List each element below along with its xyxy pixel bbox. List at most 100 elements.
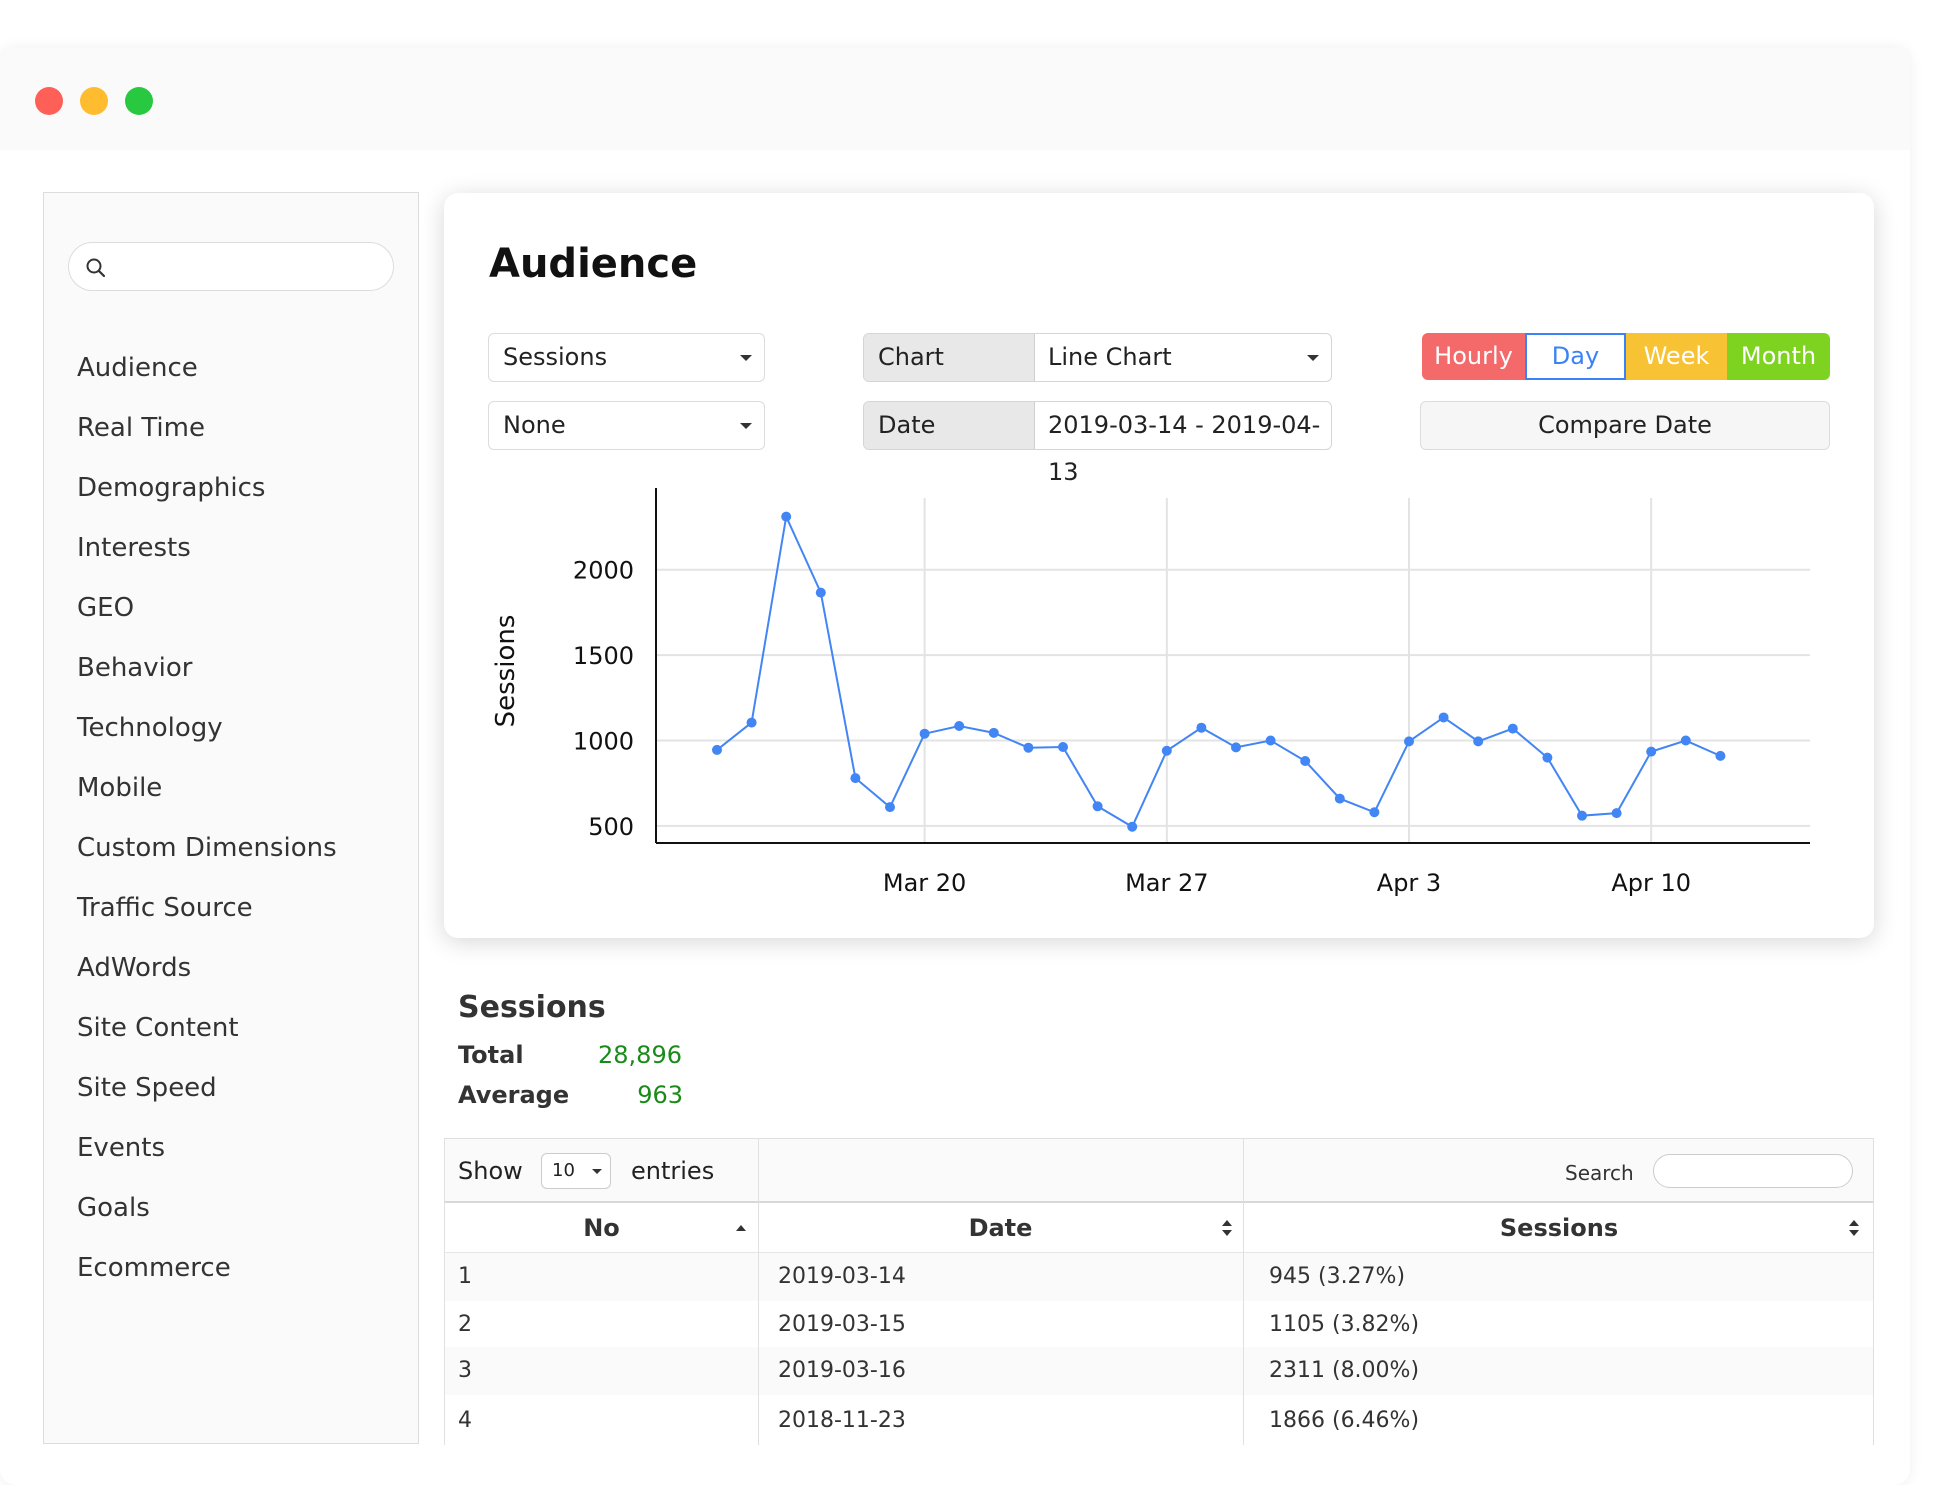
data-point <box>1161 745 1172 756</box>
sidebar-item-adwords[interactable]: AdWords <box>77 953 192 983</box>
sidebar-item-custom-dimensions[interactable]: Custom Dimensions <box>77 833 337 863</box>
table-search-label: Search <box>1565 1161 1634 1185</box>
chevron-down-icon <box>592 1169 602 1174</box>
table-row: 2 2019-03-15 1105 (3.82%) <box>445 1301 1873 1349</box>
data-point <box>1058 742 1068 753</box>
data-point <box>1577 810 1587 821</box>
row-date: 2019-03-15 <box>778 1312 906 1337</box>
y-tick-label: 500 <box>588 813 634 841</box>
sessions-table: Show 10 entries Search No Date Sessions … <box>444 1138 1874 1445</box>
data-point <box>1023 742 1034 753</box>
day-button[interactable]: Day <box>1525 333 1626 380</box>
search-icon <box>86 258 106 278</box>
data-point <box>885 802 895 813</box>
chart-type-select[interactable]: Line Chart <box>1048 343 1172 371</box>
chevron-down-icon <box>1307 355 1319 361</box>
column-header-date[interactable]: Date <box>758 1203 1243 1253</box>
table-toolbar: Show 10 entries Search <box>445 1139 1873 1203</box>
data-point <box>1646 746 1657 757</box>
data-point <box>1473 736 1484 747</box>
row-sessions: 1105 (3.82%) <box>1269 1312 1420 1337</box>
close-window-button[interactable] <box>35 87 63 115</box>
column-header-sessions[interactable]: Sessions <box>1243 1203 1873 1253</box>
sidebar-item-behavior[interactable]: Behavior <box>77 653 193 683</box>
row-sessions: 2311 (8.00%) <box>1269 1358 1420 1383</box>
chart-type-group: Chart Line Chart <box>863 333 1332 382</box>
sidebar-item-interests[interactable]: Interests <box>77 533 191 563</box>
data-point <box>1507 723 1518 734</box>
y-tick-label: 1000 <box>573 728 634 756</box>
entries-select[interactable]: 10 <box>541 1153 611 1189</box>
title-bar <box>0 48 1910 150</box>
compare-metric-select[interactable]: None <box>488 401 765 450</box>
month-button[interactable]: Month <box>1727 333 1830 380</box>
maximize-window-button[interactable] <box>125 87 153 115</box>
row-no: 3 <box>458 1358 472 1383</box>
data-point <box>1611 808 1622 819</box>
sidebar-item-mobile[interactable]: Mobile <box>77 773 163 803</box>
compare-date-button[interactable]: Compare Date <box>1420 401 1830 450</box>
sidebar-item-technology[interactable]: Technology <box>77 713 223 743</box>
minimize-window-button[interactable] <box>80 87 108 115</box>
sidebar-item-site-content[interactable]: Site Content <box>77 1013 239 1043</box>
data-point <box>1334 793 1345 804</box>
table-row: 3 2019-03-16 2311 (8.00%) <box>445 1347 1873 1395</box>
sidebar-item-audience[interactable]: Audience <box>77 353 198 383</box>
column-header-no[interactable]: No <box>445 1203 758 1253</box>
table-header-row <box>445 1203 1873 1253</box>
week-button[interactable]: Week <box>1626 333 1727 380</box>
date-label: Date <box>864 402 1035 449</box>
sidebar-item-goals[interactable]: Goals <box>77 1193 150 1223</box>
metric-select[interactable]: Sessions <box>488 333 765 382</box>
sidebar-item-events[interactable]: Events <box>77 1133 166 1163</box>
date-range-input[interactable]: 2019-03-14 - 2019-04-13 <box>1048 411 1321 486</box>
chevron-down-icon <box>740 423 752 429</box>
row-sessions: 945 (3.27%) <box>1269 1264 1406 1289</box>
y-tick-label: 1500 <box>573 642 634 670</box>
sidebar-item-traffic-source[interactable]: Traffic Source <box>77 893 253 923</box>
metric-select-value: Sessions <box>503 343 608 371</box>
data-point <box>1127 821 1138 832</box>
sort-both-icon <box>1222 1220 1232 1236</box>
row-no: 4 <box>458 1408 472 1433</box>
data-point <box>712 744 722 755</box>
table-row: 1 2019-03-14 945 (3.27%) <box>445 1253 1873 1301</box>
sidebar-item-demographics[interactable]: Demographics <box>77 473 266 503</box>
data-point <box>1369 807 1380 818</box>
data-point <box>746 717 757 728</box>
stats-title: Sessions <box>458 990 606 1025</box>
data-point <box>1265 735 1276 746</box>
data-point <box>1231 742 1241 753</box>
data-point <box>781 511 792 522</box>
data-point <box>1438 712 1449 723</box>
x-tick-label: Mar 27 <box>1125 869 1208 897</box>
row-date: 2019-03-14 <box>778 1264 906 1289</box>
entries-select-value: 10 <box>552 1160 575 1181</box>
chevron-down-icon <box>740 355 752 361</box>
data-point <box>954 721 965 732</box>
sidebar-item-site-speed[interactable]: Site Speed <box>77 1073 217 1103</box>
sidebar-item-ecommerce[interactable]: Ecommerce <box>77 1253 231 1283</box>
x-tick-label: Apr 3 <box>1377 869 1441 897</box>
hourly-button[interactable]: Hourly <box>1422 333 1525 380</box>
column-header-no-label: No <box>583 1214 620 1242</box>
y-tick-label: 2000 <box>573 557 634 585</box>
sidebar: Audience Real Time Demographics Interests GE… <box>43 192 419 1444</box>
compare-metric-select-value: None <box>503 411 566 439</box>
table-row: 4 2018-11-23 1866 (6.46%) <box>445 1397 1873 1445</box>
sidebar-item-geo[interactable]: GEO <box>77 593 135 623</box>
average-label: Average <box>458 1081 570 1109</box>
sidebar-search-input[interactable] <box>68 242 394 291</box>
y-axis-label: Sessions <box>491 615 521 728</box>
data-point <box>1715 750 1726 761</box>
row-date: 2019-03-16 <box>778 1358 906 1383</box>
table-search-input[interactable] <box>1653 1154 1853 1188</box>
sidebar-item-real-time[interactable]: Real Time <box>77 413 205 443</box>
data-point <box>815 587 826 598</box>
entries-label: entries <box>631 1157 715 1185</box>
page-title: Audience <box>489 241 698 287</box>
average-value: 963 <box>637 1081 683 1109</box>
date-range-group: Date 2019-03-14 - 2019-04-13 <box>863 401 1332 486</box>
column-header-date-label: Date <box>968 1214 1033 1242</box>
total-label: Total <box>458 1041 524 1069</box>
